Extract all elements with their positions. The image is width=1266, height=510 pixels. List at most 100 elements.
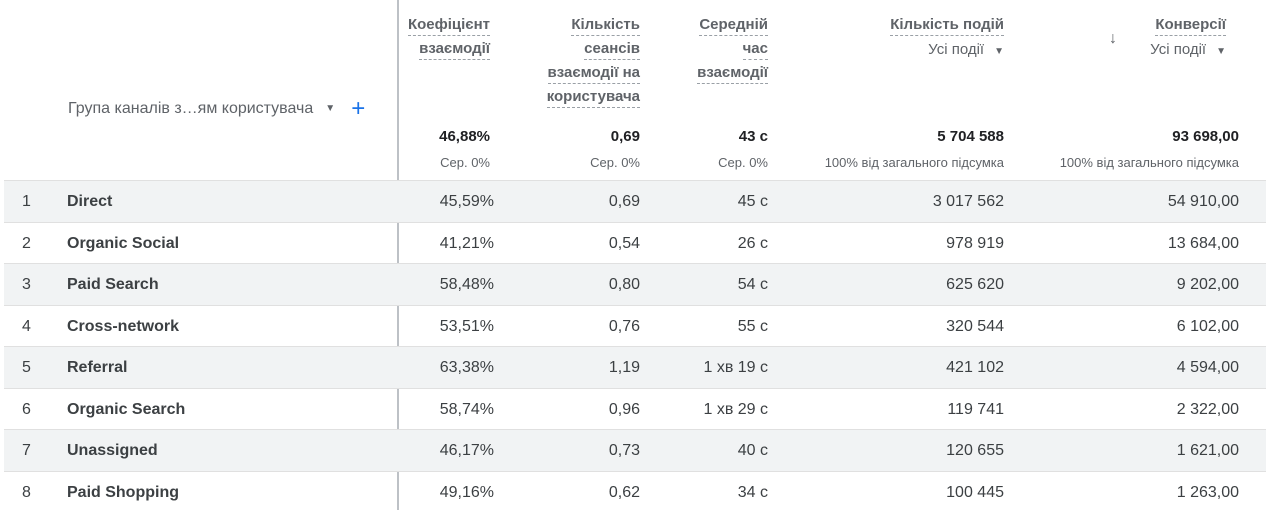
cell-engagement-rate: 45,59% — [439, 193, 494, 210]
total-engaged-sessions-per-user: 0,69 — [610, 128, 640, 145]
chevron-down-icon: ▼ — [994, 46, 1004, 57]
cell-conversions: 6 102,00 — [1176, 318, 1239, 335]
header-line: Середній — [699, 14, 768, 36]
cell-conversions: 1 263,00 — [1176, 484, 1239, 501]
frozen-column-divider — [397, 0, 399, 510]
total-conversions: 93 698,00 — [1172, 128, 1239, 145]
cell-avg-engagement-time: 55 с — [737, 318, 768, 335]
cell-conversions: 54 910,00 — [1167, 193, 1239, 210]
cell-event-count: 978 919 — [946, 235, 1004, 252]
row-index: 1 — [22, 193, 31, 210]
total-sub-engaged-sessions: Сер. 0% — [590, 155, 640, 170]
cell-conversions: 4 594,00 — [1176, 359, 1239, 376]
table-row: 1 Direct 45,59% 0,69 45 с 3 017 562 54 910,00 — [4, 180, 1266, 222]
total-sub-avg-engagement-time: Сер. 0% — [718, 155, 768, 170]
total-sub-event-count: 100% від загального підсумка — [824, 155, 1004, 170]
row-index: 2 — [22, 235, 31, 252]
event-selector-label: Усі події — [1150, 41, 1207, 58]
table-row: 3 Paid Search 58,48% 0,80 54 с 625 620 9 202,0… — [4, 263, 1266, 305]
conversions-selector[interactable]: Усі події ▼ — [1130, 38, 1226, 63]
cell-avg-engagement-time: 40 с — [737, 442, 768, 459]
cell-engaged-sessions-per-user: 0,80 — [608, 276, 640, 293]
table-row: 5 Referral 63,38% 1,19 1 хв 19 с 421 102 4 594… — [4, 346, 1266, 388]
channel-group-name[interactable]: Organic Search — [67, 401, 186, 418]
cell-engagement-rate: 58,48% — [439, 276, 494, 293]
cell-event-count: 119 741 — [947, 401, 1004, 418]
cell-avg-engagement-time: 26 с — [737, 235, 768, 252]
cell-engaged-sessions-per-user: 0,54 — [608, 235, 640, 252]
total-sub-engagement-rate: Сер. 0% — [440, 155, 490, 170]
header-line: взаємодії на — [547, 62, 640, 84]
header-line: взаємодії — [419, 38, 490, 60]
cell-conversions: 1 621,00 — [1176, 442, 1239, 459]
cell-conversions: 13 684,00 — [1167, 235, 1239, 252]
cell-engaged-sessions-per-user: 0,69 — [608, 193, 640, 210]
add-dimension-icon[interactable]: + — [351, 94, 366, 122]
cell-engagement-rate: 49,16% — [439, 484, 494, 501]
cell-event-count: 421 102 — [946, 359, 1004, 376]
cell-event-count: 120 655 — [946, 442, 1004, 459]
total-event-count: 5 704 588 — [937, 128, 1004, 145]
cell-avg-engagement-time: 1 хв 19 с — [703, 359, 768, 376]
table-row: 8 Paid Shopping 49,16% 0,62 34 с 100 445 1 263… — [4, 471, 1266, 510]
cell-event-count: 320 544 — [946, 318, 1004, 335]
dimension-label[interactable]: Група каналів з…ям користувача — [68, 99, 314, 117]
header-line: час — [742, 38, 768, 60]
header-line: Кількість подій — [890, 14, 1004, 36]
channel-group-name[interactable]: Referral — [67, 359, 128, 376]
channel-group-name[interactable]: Paid Search — [67, 276, 159, 293]
table-row: 7 Unassigned 46,17% 0,73 40 с 120 655 1 621,00 — [4, 429, 1266, 471]
row-index: 3 — [22, 276, 31, 293]
cell-engagement-rate: 41,21% — [439, 235, 494, 252]
dimension-dropdown-icon[interactable]: ▼ — [325, 103, 336, 114]
cell-engagement-rate: 53,51% — [439, 318, 494, 335]
header-line: взаємодії — [697, 62, 768, 84]
cell-event-count: 3 017 562 — [932, 193, 1004, 210]
cell-engaged-sessions-per-user: 0,62 — [608, 484, 640, 501]
dimension-header: Група каналів з…ям користувача ▼ + — [68, 18, 365, 199]
channel-group-name[interactable]: Paid Shopping — [67, 484, 179, 501]
header-line: Кількість — [571, 14, 640, 36]
row-index: 4 — [22, 318, 31, 335]
row-index: 8 — [22, 484, 31, 501]
metric-header-event-count[interactable]: Кількість подій Усі події ▼ — [820, 13, 1004, 63]
header-line: користувача — [546, 86, 640, 108]
cell-conversions: 9 202,00 — [1176, 276, 1239, 293]
cell-engagement-rate: 63,38% — [439, 359, 494, 376]
channel-group-name[interactable]: Cross-network — [67, 318, 180, 335]
cell-engaged-sessions-per-user: 0,96 — [608, 401, 640, 418]
row-index: 6 — [22, 401, 31, 418]
metric-header-conversions[interactable]: Конверсії Усі події ▼ — [1130, 13, 1226, 63]
cell-engaged-sessions-per-user: 0,76 — [608, 318, 640, 335]
row-index: 5 — [22, 359, 31, 376]
total-sub-conversions: 100% від загального підсумка — [1059, 155, 1239, 170]
sort-descending-icon[interactable]: ↓ — [1109, 30, 1117, 47]
chevron-down-icon: ▼ — [1216, 46, 1226, 57]
row-index: 7 — [22, 442, 31, 459]
total-engagement-rate: 46,88% — [439, 128, 490, 145]
cell-avg-engagement-time: 54 с — [737, 276, 768, 293]
table-row: 2 Organic Social 41,21% 0,54 26 с 978 919 13 6… — [4, 222, 1266, 264]
cell-conversions: 2 322,00 — [1176, 401, 1239, 418]
channel-group-name[interactable]: Organic Social — [67, 235, 180, 252]
cell-engagement-rate: 58,74% — [439, 401, 494, 418]
header-line: Коефіцієнт — [407, 14, 490, 36]
metric-header-engagement-rate[interactable]: Коефіцієнт взаємодії — [400, 13, 490, 61]
channel-group-name[interactable]: Unassigned — [67, 442, 158, 459]
cell-engagement-rate: 46,17% — [439, 442, 494, 459]
cell-event-count: 625 620 — [946, 276, 1004, 293]
cell-avg-engagement-time: 45 с — [737, 193, 768, 210]
total-avg-engagement-time: 43 с — [738, 128, 768, 145]
cell-engaged-sessions-per-user: 1,19 — [608, 359, 640, 376]
table-row: 4 Cross-network 53,51% 0,76 55 с 320 544 6 102… — [4, 305, 1266, 347]
cell-avg-engagement-time: 34 с — [737, 484, 768, 501]
header-line: Конверсії — [1155, 14, 1226, 36]
cell-event-count: 100 445 — [946, 484, 1004, 501]
metric-header-avg-engagement-time[interactable]: Середній час взаємодії — [670, 13, 768, 85]
table-row: 6 Organic Search 58,74% 0,96 1 хв 29 с 119 74… — [4, 388, 1266, 430]
metric-header-engaged-sessions-per-user[interactable]: Кількість сеансів взаємодії на користува… — [520, 13, 640, 109]
channel-group-name[interactable]: Direct — [67, 193, 113, 210]
event-count-selector[interactable]: Усі події ▼ — [820, 38, 1004, 63]
cell-engaged-sessions-per-user: 0,73 — [608, 442, 640, 459]
header-line: сеансів — [584, 38, 640, 60]
